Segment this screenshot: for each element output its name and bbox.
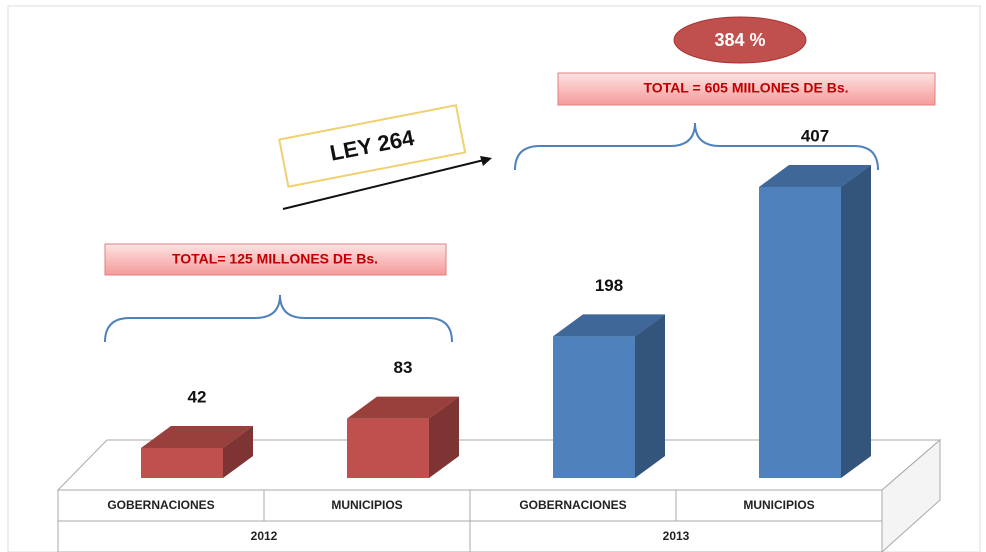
value-label: 407 [801, 126, 829, 145]
value-label: 42 [188, 387, 207, 406]
total-2013: TOTAL = 605 MIILONES DE Bs. [644, 80, 849, 96]
x-tick-label: GOBERNACIONES [519, 498, 626, 512]
x-tick-label: MUNICIPIOS [331, 498, 402, 512]
brace-2013 [514, 122, 879, 171]
group-label: 2012 [251, 529, 278, 543]
arrow [282, 159, 485, 210]
bar-top [553, 314, 665, 337]
table-dividers [263, 490, 677, 552]
arrow-head [480, 156, 492, 166]
bar-top-shade [141, 425, 253, 448]
bar-front [141, 447, 223, 478]
bar-top-shade [553, 314, 665, 337]
bar-top-shade [759, 165, 871, 187]
value-label: 198 [595, 276, 623, 295]
growth-label: 384 % [714, 30, 765, 50]
value-label: 83 [394, 358, 413, 377]
bar-side-shade [635, 314, 665, 478]
group-label: 2013 [663, 529, 690, 543]
bar-front [347, 418, 429, 478]
x-tick-label: GOBERNACIONES [107, 498, 214, 512]
law-frame [278, 104, 467, 188]
bar-side-shade [223, 425, 253, 478]
law-box: LEY 264 [278, 104, 467, 188]
bar-top [347, 396, 459, 419]
bar-top [141, 425, 253, 448]
bar-front [553, 336, 635, 478]
brace-2012 [104, 294, 453, 343]
bar-side [841, 165, 871, 478]
total-box [104, 243, 447, 276]
bar-side [635, 314, 665, 478]
total-box [557, 72, 936, 106]
bar-side [429, 396, 459, 478]
bar-top-shade [347, 396, 459, 419]
growth-badge [673, 16, 807, 64]
bar-side-shade [429, 396, 459, 478]
bar-side [223, 425, 253, 478]
frame [7, 5, 981, 552]
x-tick-label: MUNICIPIOS [743, 498, 814, 512]
total-2012: TOTAL= 125 MILLONES DE Bs. [172, 251, 378, 267]
bar-side-shade [841, 165, 871, 478]
bar-front [759, 187, 841, 478]
bar-top [759, 165, 871, 187]
